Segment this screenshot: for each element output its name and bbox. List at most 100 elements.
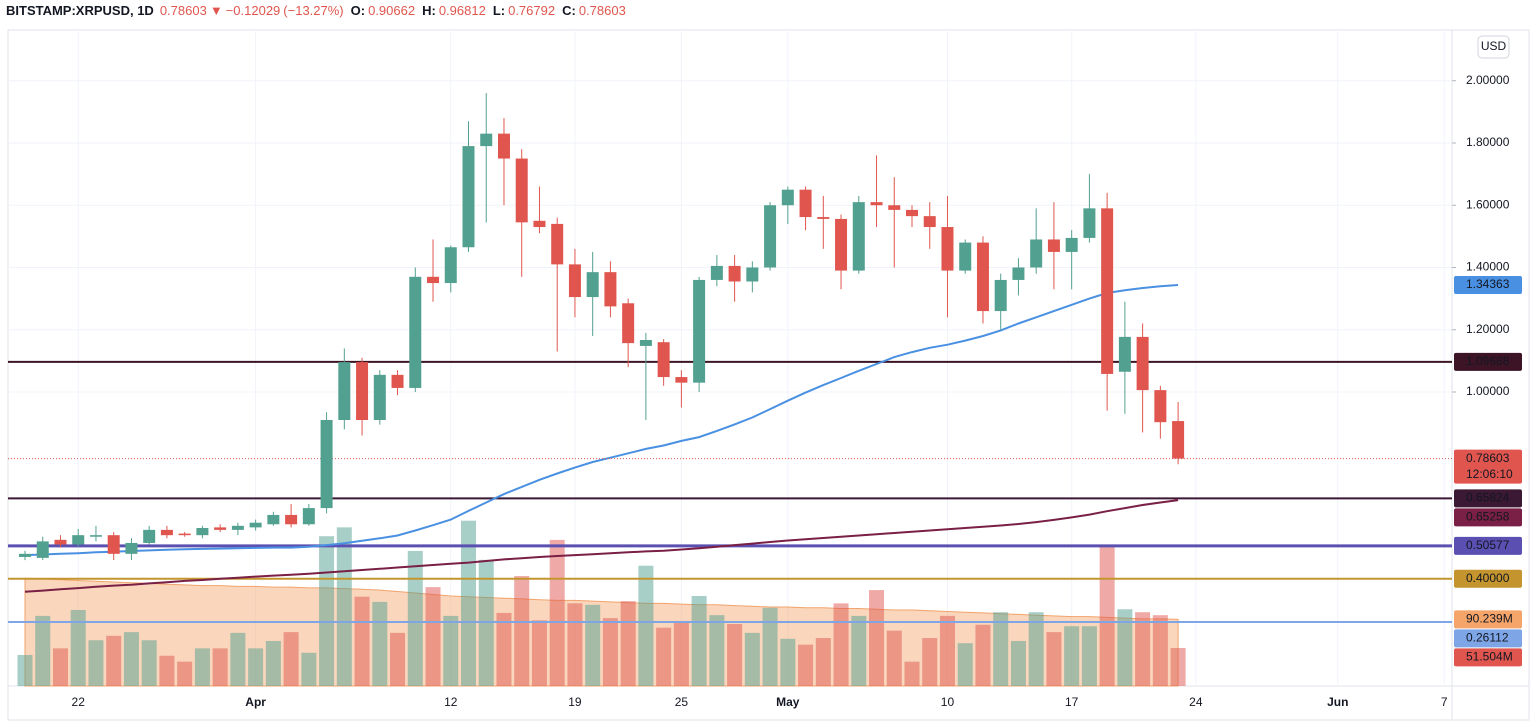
- candle-body: [870, 202, 883, 206]
- volume-bar: [1099, 545, 1115, 686]
- l-value: 0.76792: [508, 3, 556, 18]
- x-tick-label: 12: [444, 695, 458, 709]
- currency-button[interactable]: [1477, 35, 1510, 59]
- candle-body: [1030, 239, 1043, 268]
- change-pct: (−13.27%): [283, 3, 344, 18]
- h-value: 0.96812: [438, 3, 486, 18]
- candle-body: [959, 242, 972, 271]
- volume-bar: [798, 644, 814, 686]
- volume-bar: [638, 565, 654, 686]
- candle-body: [89, 535, 102, 537]
- candle-body: [693, 279, 706, 383]
- candle-body: [746, 267, 759, 282]
- volume-bar: [762, 607, 778, 686]
- candle-body: [1083, 208, 1096, 238]
- volume-bar: [620, 601, 636, 686]
- volume-bar: [656, 627, 672, 686]
- price-label-bg: [1454, 276, 1522, 295]
- candle-body: [497, 133, 510, 159]
- candle-body: [1154, 390, 1167, 423]
- volume-bar: [1081, 626, 1097, 686]
- price-label: 0.40000: [1466, 571, 1510, 585]
- volume-bar: [727, 624, 743, 686]
- x-tick-label: 17: [1065, 695, 1079, 709]
- c-value: 0.78603: [578, 3, 626, 18]
- price-label: 0.78603: [1466, 451, 1510, 465]
- candle-body: [19, 553, 31, 557]
- candle-body: [799, 189, 812, 218]
- volume-bar: [957, 643, 973, 686]
- y-tick-label: 1.00000: [1466, 384, 1510, 398]
- volume-bar: [177, 661, 193, 686]
- volume-bar: [354, 596, 370, 686]
- price-label: 51.504M: [1466, 650, 1513, 664]
- volume-bar: [869, 590, 885, 686]
- candle-body: [1136, 336, 1149, 391]
- candle-body: [515, 158, 528, 223]
- candle-body: [906, 209, 918, 217]
- symbol: BITSTAMP:XRPUSD, 1D: [6, 3, 154, 18]
- volume-bar: [194, 648, 210, 686]
- price-label-bg: [1454, 629, 1522, 648]
- candle-body: [1065, 237, 1078, 252]
- volume-bar: [301, 652, 317, 686]
- volume-bar: [514, 576, 530, 686]
- volume-bar: [106, 635, 122, 686]
- volume-bar: [922, 638, 938, 686]
- volume-bar: [17, 655, 33, 686]
- currency[interactable]: USD: [1481, 39, 1507, 53]
- candle-body: [1118, 336, 1131, 372]
- countdown: 12:06:10: [1466, 467, 1513, 481]
- candle-body: [835, 218, 848, 271]
- volume-bar: [52, 648, 68, 686]
- volume-bar: [1152, 615, 1168, 686]
- volume-bar: [319, 536, 335, 686]
- candle-body: [568, 264, 581, 298]
- candle-body: [356, 362, 369, 421]
- candle-body: [54, 539, 67, 545]
- price-label-bg: [1454, 449, 1522, 484]
- y-tick-label: 1.60000: [1466, 197, 1510, 211]
- volume-bar: [283, 632, 299, 686]
- volume-bar: [886, 630, 902, 686]
- candle-body: [888, 205, 901, 210]
- x-tick-label: 7: [1441, 695, 1448, 709]
- candle-body: [1172, 421, 1185, 459]
- volume-bar: [407, 550, 423, 686]
- price-label: 90.239M: [1466, 612, 1513, 626]
- volume-bar: [123, 632, 139, 686]
- candle-body: [249, 522, 262, 528]
- price-label-bg: [1454, 536, 1522, 555]
- volume-bar: [1135, 612, 1151, 686]
- volume-bar: [248, 648, 264, 686]
- candle-body: [36, 541, 49, 558]
- last-price: 0.78603: [159, 3, 207, 18]
- price-label-bg: [1454, 648, 1522, 667]
- candle-body: [941, 227, 954, 271]
- o-value: 0.90662: [368, 3, 416, 18]
- volume-bar: [35, 615, 51, 686]
- volume-bar: [673, 621, 689, 686]
- volume-bar: [265, 640, 281, 686]
- candle-body: [657, 342, 670, 378]
- price-label: 1.09688: [1466, 354, 1510, 368]
- volume-bar: [691, 595, 707, 686]
- candle-body: [160, 529, 173, 536]
- moving-average: [24, 499, 1179, 593]
- price-label: 1.34363: [1466, 277, 1510, 291]
- price-label: 0.26112: [1466, 631, 1509, 645]
- volume-bar: [975, 624, 991, 686]
- c-label: C:: [562, 3, 576, 18]
- candle-body: [781, 189, 794, 206]
- candle-body: [923, 216, 936, 228]
- candle-body: [72, 535, 85, 545]
- x-tick-label: 10: [941, 695, 955, 709]
- candle-body: [107, 535, 120, 554]
- candle-body: [586, 272, 599, 298]
- candle-body: [373, 374, 386, 421]
- volume-bar: [141, 640, 157, 686]
- volume-bar: [1117, 609, 1133, 686]
- candle-body: [143, 529, 156, 543]
- candle-body: [178, 533, 191, 536]
